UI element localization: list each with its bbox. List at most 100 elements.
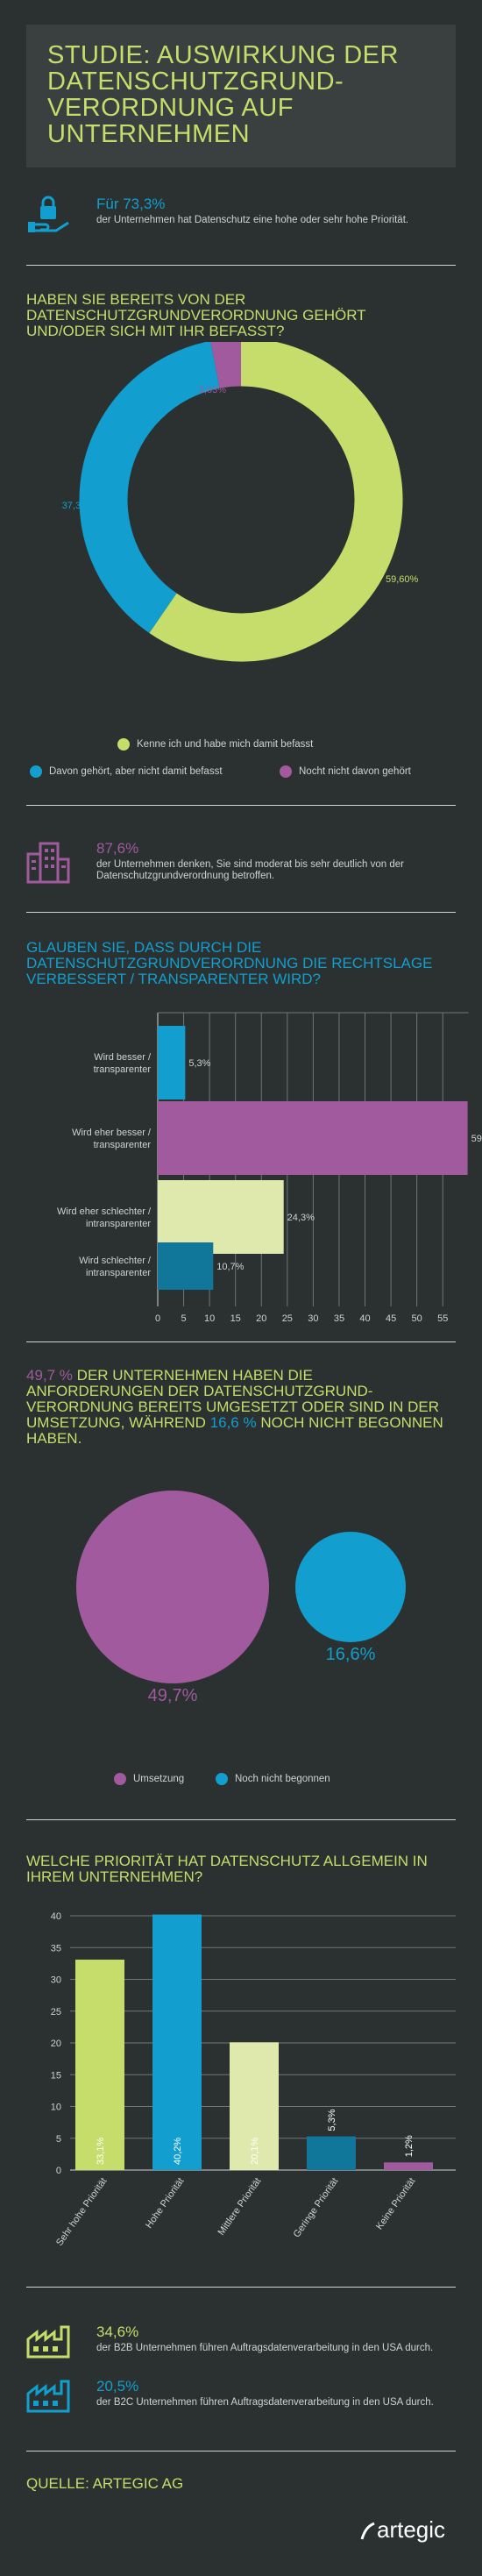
statement-mid: DER UNTERNEHMEN HABEN DIE ANFORDERUNGEN … bbox=[26, 1367, 440, 1431]
bar-value-label: 33,1% bbox=[96, 2138, 106, 2165]
legend-item-not-heard: Nocht nicht davon gehört bbox=[280, 765, 411, 778]
stat-priority-text: der Unternehmen hat Datenschutz eine hoh… bbox=[96, 215, 409, 225]
bar-value-label: 5,3% bbox=[327, 2109, 337, 2131]
stat-affected-text: der Unternehmen denken, Sie sind moderat… bbox=[96, 859, 404, 881]
category-label: Geringe Priorität bbox=[292, 2176, 341, 2239]
x-tick-label: 50 bbox=[412, 1313, 422, 1324]
category-label: Wird schlechter / bbox=[79, 1256, 152, 1266]
legend-item-known: Kenne ich und habe mich damit befasst bbox=[117, 738, 313, 751]
y-tick-label: 30 bbox=[51, 1975, 61, 1986]
stat-priority-percent: Für 73,3% bbox=[96, 196, 166, 212]
y-tick-label: 40 bbox=[51, 1911, 61, 1922]
bubble bbox=[76, 1491, 269, 1683]
donut-slice bbox=[210, 342, 242, 388]
bar bbox=[158, 1180, 284, 1254]
vertical-bar-chart: 0 5 10 15 20 25 30 35 40 33,1% Sehr hohe Priorität… bbox=[51, 1911, 456, 2248]
donut-slice bbox=[149, 342, 403, 662]
x-tick-label: 15 bbox=[230, 1313, 241, 1324]
building-icon bbox=[26, 840, 72, 888]
category-label: transparenter bbox=[94, 1140, 152, 1150]
brand-logo: artegic bbox=[359, 2516, 445, 2544]
bar-value-label: 5,3% bbox=[188, 1058, 210, 1069]
legend-item-umsetzung: Umsetzung bbox=[114, 1773, 184, 1785]
page-title: STUDIE: AUSWIRKUNG DER DATENSCHUTZGRUND-… bbox=[47, 41, 399, 148]
category-label: Mittlere Priorität bbox=[216, 2176, 263, 2238]
donut-slice bbox=[79, 342, 221, 633]
x-tick-label: 5 bbox=[181, 1313, 187, 1324]
bubble-label: 16,6% bbox=[326, 1645, 376, 1664]
category-label: intransparenter bbox=[86, 1219, 151, 1229]
statement-end: NOCH NICHT BEGONNEN HABEN. bbox=[26, 1414, 443, 1447]
legend-dot bbox=[117, 738, 130, 751]
logo-text: artegic bbox=[377, 2516, 446, 2543]
bar-value-label: 59,8% bbox=[471, 1134, 482, 1144]
bar bbox=[75, 1960, 124, 2170]
x-tick-label: 40 bbox=[359, 1313, 370, 1324]
x-tick-label: 20 bbox=[256, 1313, 266, 1324]
divider bbox=[26, 2287, 456, 2288]
legend-dot bbox=[216, 1773, 228, 1785]
bar-value-label: 1,2% bbox=[404, 2135, 415, 2157]
logo-mark-icon bbox=[360, 2522, 375, 2540]
statement-pct-nicht: 16,6 % bbox=[209, 1414, 257, 1431]
legend-label: Davon gehört, aber nicht damit befasst bbox=[49, 766, 223, 778]
q3-title: WELCHE PRIORITÄT HAT DATENSCHUTZ ALLGEME… bbox=[26, 1853, 428, 1885]
x-tick-label: 10 bbox=[204, 1313, 215, 1324]
category-label: Keine Priorität bbox=[374, 2176, 417, 2231]
q1-title: HABEN SIE BEREITS VON DER DATENSCHUTZGRU… bbox=[26, 291, 366, 339]
stat-affected-percent: 87,6% bbox=[96, 840, 139, 857]
source: QUELLE: ARTEGIC AG bbox=[26, 2475, 184, 2492]
y-tick-label: 0 bbox=[56, 2166, 61, 2176]
bar-value-label: 24,3% bbox=[287, 1213, 315, 1223]
divider bbox=[26, 1341, 456, 1342]
legend-dot bbox=[114, 1773, 126, 1785]
donut-chart: 59,60% 37,37% 3,03% bbox=[62, 342, 419, 662]
divider bbox=[26, 265, 456, 266]
divider bbox=[26, 805, 456, 806]
stat-b2b-text: der B2B Unternehmen führen Auftragsdaten… bbox=[96, 2343, 434, 2353]
stat-b2c-text: der B2C Unternehmen führen Auftragsdaten… bbox=[96, 2397, 434, 2408]
bubble bbox=[295, 1532, 406, 1642]
x-tick-label: 25 bbox=[282, 1313, 293, 1324]
stat-b2c: 20,5% der B2C Unternehmen führen Auftrag… bbox=[26, 2378, 456, 2422]
bar-value-label: 10,7% bbox=[216, 1262, 244, 1272]
category-label: transparenter bbox=[94, 1064, 152, 1075]
bar bbox=[152, 1914, 202, 2170]
y-tick-label: 25 bbox=[51, 2007, 61, 2017]
factory-icon bbox=[26, 2323, 72, 2363]
statement-text: 49,7 % DER UNTERNEHMEN HABEN DIE ANFORDE… bbox=[26, 1368, 447, 1447]
stat-b2b: 34,6% der B2B Unternehmen führen Auftrag… bbox=[26, 2323, 456, 2367]
slice-label: 3,03% bbox=[199, 385, 226, 395]
factory-icon bbox=[26, 2378, 72, 2417]
x-tick-label: 55 bbox=[437, 1313, 448, 1324]
title-box: STUDIE: AUSWIRKUNG DER DATENSCHUTZGRUND-… bbox=[26, 25, 456, 167]
x-tick-label: 45 bbox=[386, 1313, 396, 1324]
stat-affected: 87,6% der Unternehmen denken, Sie sind m… bbox=[26, 840, 456, 884]
legend-label: Noch nicht begonnen bbox=[235, 1774, 330, 1785]
legend-dot bbox=[280, 765, 292, 778]
y-tick-label: 35 bbox=[51, 1943, 61, 1953]
stat-b2c-percent: 20,5% bbox=[96, 2378, 139, 2395]
category-label: Hohe Priorität bbox=[144, 2176, 186, 2231]
category-label: intransparenter bbox=[86, 1268, 151, 1278]
legend-label: Umsetzung bbox=[133, 1774, 185, 1785]
y-tick-label: 5 bbox=[56, 2134, 61, 2145]
bar bbox=[307, 2136, 356, 2170]
bar bbox=[384, 2162, 433, 2170]
stat-b2b-percent: 34,6% bbox=[96, 2323, 139, 2340]
legend-item-heard: Davon gehört, aber nicht damit befasst bbox=[30, 765, 223, 778]
category-label: Sehr hohe Priorität bbox=[54, 2176, 109, 2248]
category-label: Wird eher schlechter / bbox=[57, 1206, 152, 1217]
y-tick-label: 15 bbox=[51, 2070, 61, 2081]
x-tick-label: 0 bbox=[155, 1313, 160, 1324]
horizontal-bar-chart: 0 5 10 15 20 25 30 35 40 45 50 555,3%Wird besser /t… bbox=[57, 1012, 482, 1324]
bar bbox=[158, 1026, 186, 1099]
q2-title: GLAUBEN SIE, DASS DURCH DIE DATENSCHUTZG… bbox=[26, 939, 433, 987]
y-tick-label: 20 bbox=[51, 2039, 61, 2049]
legend-label: Kenne ich und habe mich damit befasst bbox=[137, 739, 314, 751]
x-tick-label: 30 bbox=[308, 1313, 318, 1324]
bar bbox=[158, 1101, 468, 1175]
slice-label: 37,37% bbox=[62, 501, 96, 511]
divider bbox=[26, 1819, 456, 1820]
bar-value-label: 20,1% bbox=[250, 2138, 260, 2165]
